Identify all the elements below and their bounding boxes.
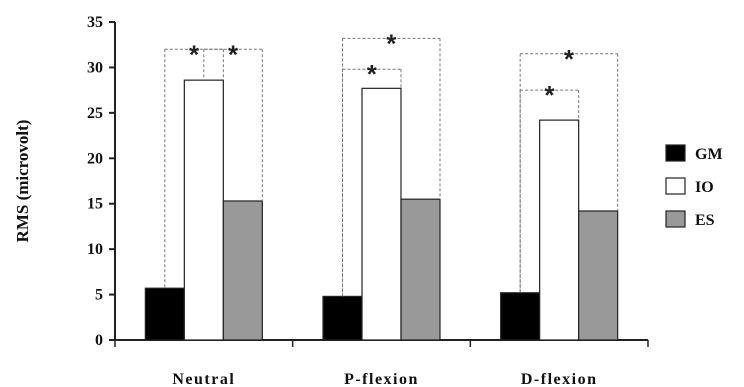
y-tick-label: 30 [87, 59, 103, 76]
significance-star: * [367, 59, 378, 89]
y-tick-label: 20 [87, 150, 103, 167]
bar-io-2 [361, 87, 402, 341]
legend-label-gm: GM [695, 146, 723, 163]
y-tick-label: 15 [87, 196, 103, 213]
bar-es-3 [578, 210, 619, 341]
bar-gm-2 [322, 295, 363, 341]
bars [144, 79, 619, 341]
y-tick-label: 25 [87, 105, 103, 122]
significance-bracket: * [519, 44, 619, 293]
bar-gm-3 [500, 292, 541, 341]
significance-brackets: * * * * * * [164, 28, 619, 297]
x-category-label: P-flexion [344, 371, 419, 387]
bar-io-1 [183, 79, 224, 341]
bar-gm-1 [144, 287, 185, 341]
legend-swatch-gm [665, 144, 686, 162]
significance-bracket: * [164, 39, 224, 289]
bar-es-2 [400, 198, 441, 341]
significance-star: * [544, 80, 555, 110]
x-category-label: D-flexion [521, 371, 598, 387]
bar-io-3 [539, 119, 580, 341]
legend-label-es: ES [695, 212, 715, 229]
significance-star: * [386, 28, 397, 58]
y-tick-label: 35 [87, 14, 103, 31]
y-tick-label: 5 [95, 287, 103, 304]
y-tick-label: 10 [87, 241, 103, 258]
legend-label-io: IO [695, 179, 714, 196]
significance-bracket: * [342, 28, 441, 297]
legend-swatch-es [665, 210, 686, 228]
significance-star: * [228, 39, 239, 69]
legend: GM IO ES [665, 144, 723, 229]
significance-bracket: * [203, 39, 263, 201]
x-category-label: Neutral [172, 371, 235, 387]
bar-es-1 [222, 200, 263, 341]
significance-star: * [189, 39, 200, 69]
legend-swatch-io [665, 177, 686, 195]
significance-star: * [564, 44, 575, 74]
y-tick-label: 0 [95, 332, 103, 349]
y-axis-title: RMS (microvolt) [13, 120, 32, 243]
significance-bracket: * [342, 59, 402, 297]
